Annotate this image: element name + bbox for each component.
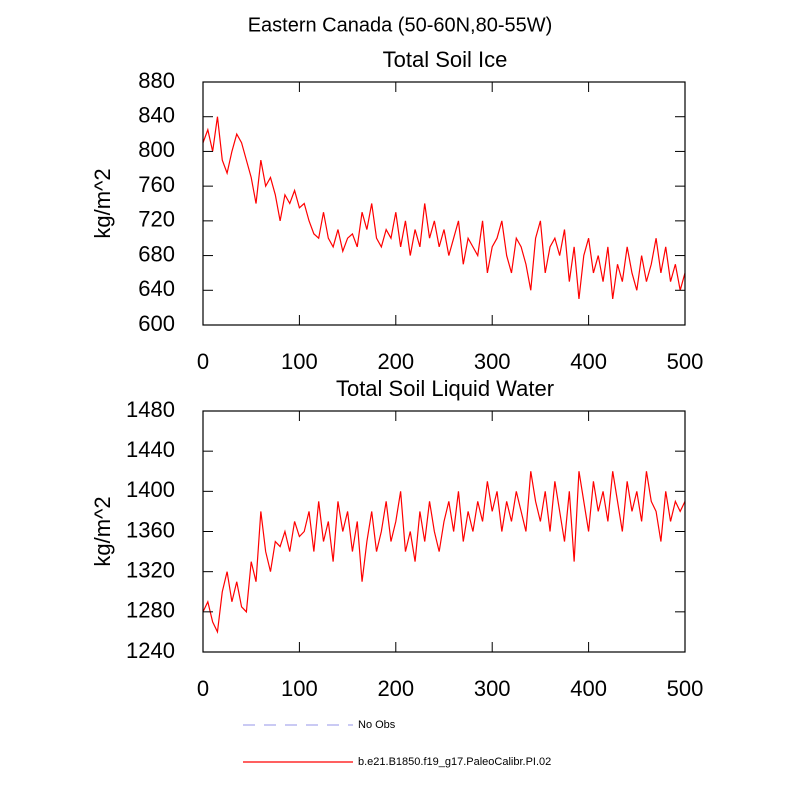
y-tick-label: 720	[138, 207, 175, 232]
y-tick-label: 1480	[126, 397, 175, 422]
data-line	[202, 471, 686, 635]
page-title: Eastern Canada (50-60N,80-55W)	[248, 14, 553, 36]
legend-label: No Obs	[358, 719, 396, 731]
y-axis-label: kg/m^2	[90, 496, 115, 566]
x-tick-label: 500	[667, 349, 704, 374]
x-tick-label: 400	[570, 676, 607, 701]
y-tick-label: 1240	[126, 638, 175, 663]
x-tick-label: 200	[377, 349, 414, 374]
y-tick-label: 1360	[126, 517, 175, 542]
plot-frame	[202, 81, 686, 326]
x-tick-label: 100	[281, 676, 318, 701]
legend-label: b.e21.B1850.f19_g17.PaleoCalibr.PI.02	[358, 756, 551, 768]
y-tick-label: 800	[138, 137, 175, 162]
y-tick-label: 760	[138, 172, 175, 197]
y-tick-label: 1400	[126, 477, 175, 502]
x-tick-label: 300	[474, 676, 511, 701]
data-line	[202, 116, 686, 300]
x-tick-label: 400	[570, 349, 607, 374]
x-tick-label: 0	[197, 349, 209, 374]
y-tick-label: 1280	[126, 598, 175, 623]
y-axis-label: kg/m^2	[90, 168, 115, 238]
y-tick-label: 1440	[126, 437, 175, 462]
x-tick-label: 200	[377, 676, 414, 701]
x-tick-label: 100	[281, 349, 318, 374]
x-tick-label: 300	[474, 349, 511, 374]
x-tick-label: 500	[667, 676, 704, 701]
panel-title: Total Soil Ice	[383, 47, 508, 72]
y-tick-label: 1320	[126, 557, 175, 582]
y-tick-label: 840	[138, 103, 175, 128]
x-tick-label: 0	[197, 676, 209, 701]
panel-title: Total Soil Liquid Water	[336, 376, 554, 401]
y-tick-label: 880	[138, 68, 175, 93]
y-tick-label: 600	[138, 311, 175, 336]
y-tick-label: 680	[138, 241, 175, 266]
y-tick-label: 640	[138, 276, 175, 301]
